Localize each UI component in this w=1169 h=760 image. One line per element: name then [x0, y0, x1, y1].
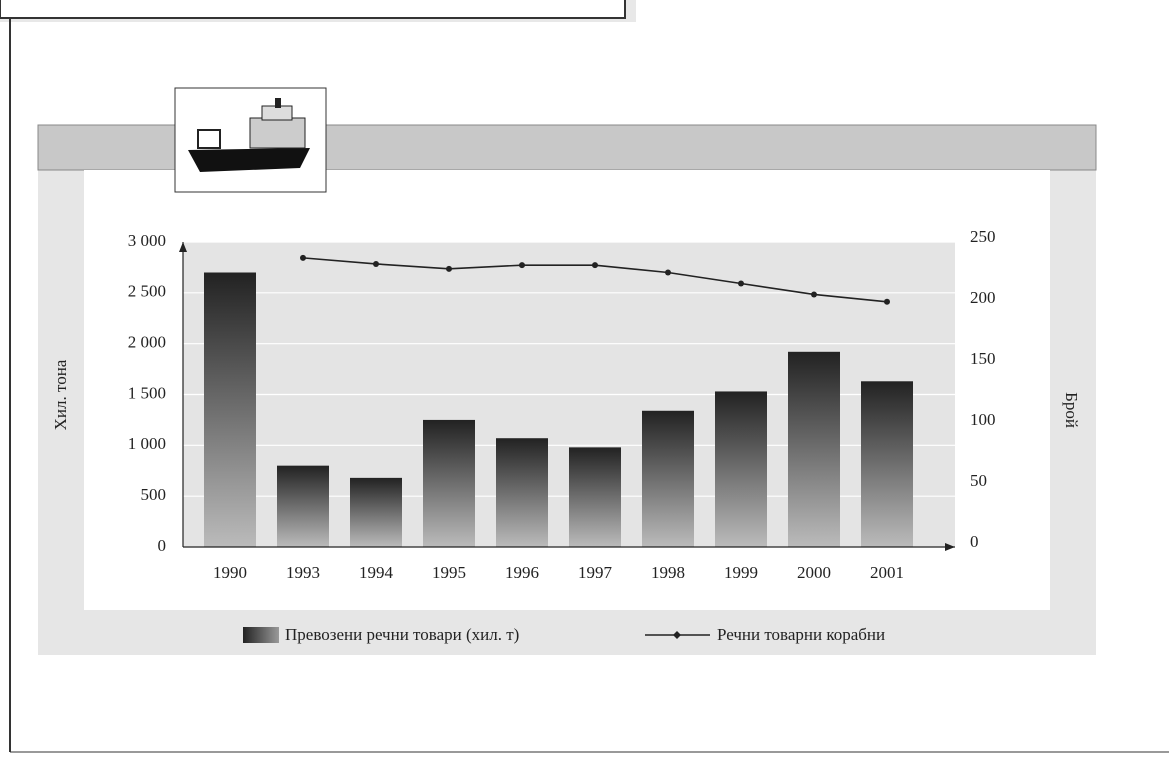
- y2-axis-label: Брой: [1062, 392, 1081, 428]
- y-tick-label: 500: [141, 485, 167, 504]
- ship-icon: [174, 87, 327, 193]
- line-point: [811, 291, 817, 298]
- legend-label: Речни товарни корабни: [717, 625, 885, 644]
- top-box: [0, 0, 626, 19]
- line-point: [446, 265, 452, 272]
- y2-tick-label: 150: [970, 349, 996, 368]
- bar: [423, 419, 475, 547]
- legend-swatch: [243, 627, 279, 643]
- y-tick-label: 3 000: [128, 231, 166, 250]
- line-point: [592, 262, 598, 269]
- y-tick-label: 2 000: [128, 333, 166, 352]
- x-tick-label: 1998: [651, 563, 685, 582]
- y2-tick-label: 50: [970, 471, 987, 490]
- y-tick-label: 1 500: [128, 383, 166, 402]
- y2-tick-label: 250: [970, 227, 996, 246]
- x-tick-label: 1990: [213, 563, 247, 582]
- y2-tick-label: 200: [970, 288, 996, 307]
- line-point: [665, 269, 671, 276]
- x-tick-label: 1997: [578, 563, 613, 582]
- y-tick-label: 2 500: [128, 282, 166, 301]
- y-tick-label: 0: [158, 536, 167, 555]
- x-tick-label: 1994: [359, 563, 394, 582]
- legend-label: Превозени речни товари (хил. т): [285, 625, 519, 644]
- x-tick-label: 1999: [724, 563, 758, 582]
- y-axis-label: Хил. тона: [51, 359, 70, 430]
- bar: [277, 465, 329, 547]
- bar: [788, 351, 840, 547]
- bar: [496, 438, 548, 547]
- line-point: [884, 298, 890, 305]
- x-tick-label: 1993: [286, 563, 320, 582]
- line-point: [519, 262, 525, 269]
- bar: [861, 381, 913, 547]
- y-axis-arrow: [179, 242, 187, 252]
- x-tick-label: 1996: [505, 563, 539, 582]
- bar: [642, 410, 694, 547]
- x-axis-arrow: [945, 543, 955, 551]
- bar: [569, 447, 621, 547]
- x-tick-label: 2000: [797, 563, 831, 582]
- x-tick-label: 1995: [432, 563, 466, 582]
- line-point: [300, 254, 306, 261]
- line-point: [738, 280, 744, 287]
- bar: [204, 272, 256, 547]
- bar: [350, 477, 402, 547]
- line-point: [373, 260, 379, 267]
- y2-tick-label: 0: [970, 532, 979, 551]
- y-tick-label: 1 000: [128, 434, 166, 453]
- legend-marker: [673, 631, 681, 639]
- bar: [715, 391, 767, 547]
- x-tick-label: 2001: [870, 563, 904, 582]
- y2-tick-label: 100: [970, 410, 996, 429]
